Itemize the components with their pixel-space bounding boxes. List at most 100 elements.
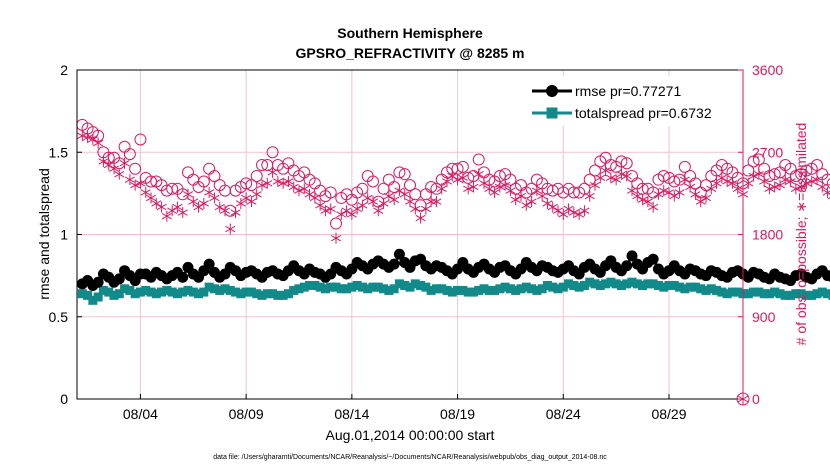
point-totalspread <box>733 287 743 297</box>
point-assimilated <box>648 201 659 213</box>
point-assimilated <box>547 201 558 213</box>
point-totalspread <box>712 285 722 295</box>
point-totalspread <box>347 282 357 292</box>
point-possible <box>747 155 760 168</box>
x-tick-label: 08/24 <box>546 406 581 422</box>
point-assimilated <box>82 132 93 144</box>
point-totalspread <box>199 287 209 297</box>
point-assimilated <box>817 181 828 193</box>
point-totalspread <box>775 289 785 299</box>
y-left-tick-label: 1.5 <box>49 144 69 160</box>
point-rmse <box>621 260 633 272</box>
point-possible <box>620 157 633 170</box>
point-totalspread <box>521 282 531 292</box>
point-totalspread <box>389 284 399 294</box>
point-assimilated <box>621 170 632 182</box>
point-assimilated <box>415 212 426 224</box>
y-right-tick-label: 2700 <box>752 144 783 160</box>
point-rmse <box>177 271 189 283</box>
point-assimilated <box>563 203 574 215</box>
point-totalspread <box>83 290 93 300</box>
point-possible <box>684 170 697 183</box>
point-totalspread <box>236 289 246 299</box>
point-possible <box>166 182 179 195</box>
point-totalspread <box>527 284 537 294</box>
y-left-tick-label: 0 <box>60 391 68 407</box>
point-assimilated <box>542 197 553 209</box>
point-possible <box>330 217 342 230</box>
point-possible <box>657 170 670 183</box>
point-totalspread <box>88 295 98 305</box>
point-assimilated <box>552 205 564 217</box>
point-totalspread <box>616 280 626 290</box>
point-assimilated <box>774 179 786 191</box>
point-assimilated <box>320 205 331 217</box>
point-possible <box>240 177 253 190</box>
point-assimilated <box>156 201 167 213</box>
point-totalspread <box>442 285 452 295</box>
y-right-tick-label: 900 <box>752 309 776 325</box>
point-assimilated <box>367 196 379 208</box>
data-file-footer: data file: /Users/gharamti/Documents/NCA… <box>213 454 607 461</box>
point-totalspread <box>558 282 568 292</box>
point-assimilated <box>241 192 252 204</box>
chart-title-line2: GPSRO_REFRACTIVITY @ 8285 m <box>296 45 525 61</box>
point-assimilated <box>743 177 754 189</box>
point-assimilated <box>716 172 727 184</box>
point-totalspread <box>416 280 426 290</box>
point-assimilated <box>521 199 532 211</box>
point-possible <box>250 170 263 183</box>
point-totalspread <box>532 285 542 295</box>
point-totalspread <box>632 279 642 289</box>
legend-rmse-marker <box>546 85 558 97</box>
y-right-tick-label: 0 <box>752 391 760 407</box>
legend-rmse-label: rmse pr=0.77271 <box>575 83 681 99</box>
point-totalspread <box>664 280 674 290</box>
point-assimilated <box>711 177 722 189</box>
point-assimilated <box>685 181 696 193</box>
point-assimilated <box>114 168 125 180</box>
point-totalspread <box>400 280 410 290</box>
point-totalspread <box>727 287 737 297</box>
point-totalspread <box>246 287 256 297</box>
point-totalspread <box>484 285 494 295</box>
point-assimilated <box>584 190 595 202</box>
point-rmse <box>827 272 830 282</box>
point-totalspread <box>796 289 806 299</box>
point-assimilated <box>436 183 447 195</box>
point-assimilated <box>151 197 162 209</box>
point-assimilated <box>299 183 310 195</box>
point-assimilated <box>420 203 431 215</box>
point-rmse <box>113 273 125 285</box>
point-assimilated <box>262 177 273 189</box>
point-totalspread <box>823 289 830 299</box>
point-totalspread <box>162 285 172 295</box>
point-possible <box>266 146 279 159</box>
x-tick-label: 08/09 <box>229 406 264 422</box>
point-possible <box>578 182 591 195</box>
point-totalspread <box>669 280 679 290</box>
point-assimilated <box>669 190 680 202</box>
point-assimilated <box>209 192 220 204</box>
point-assimilated <box>336 208 347 220</box>
point-assimilated <box>399 188 410 200</box>
point-totalspread <box>294 284 304 294</box>
point-totalspread <box>505 284 515 294</box>
point-assimilated <box>632 190 643 202</box>
point-totalspread <box>722 289 732 299</box>
point-rmse <box>203 258 215 270</box>
legend-box <box>530 76 738 126</box>
point-assimilated <box>589 179 601 191</box>
point-possible <box>758 162 771 175</box>
point-assimilated <box>251 188 262 200</box>
point-totalspread <box>627 277 637 287</box>
point-assimilated <box>230 207 241 219</box>
point-totalspread <box>474 285 484 295</box>
point-assimilated <box>695 196 706 208</box>
point-totalspread <box>564 279 574 289</box>
point-assimilated <box>500 179 511 191</box>
point-assimilated <box>574 208 585 220</box>
point-assimilated <box>383 190 394 202</box>
point-rmse <box>92 276 104 288</box>
